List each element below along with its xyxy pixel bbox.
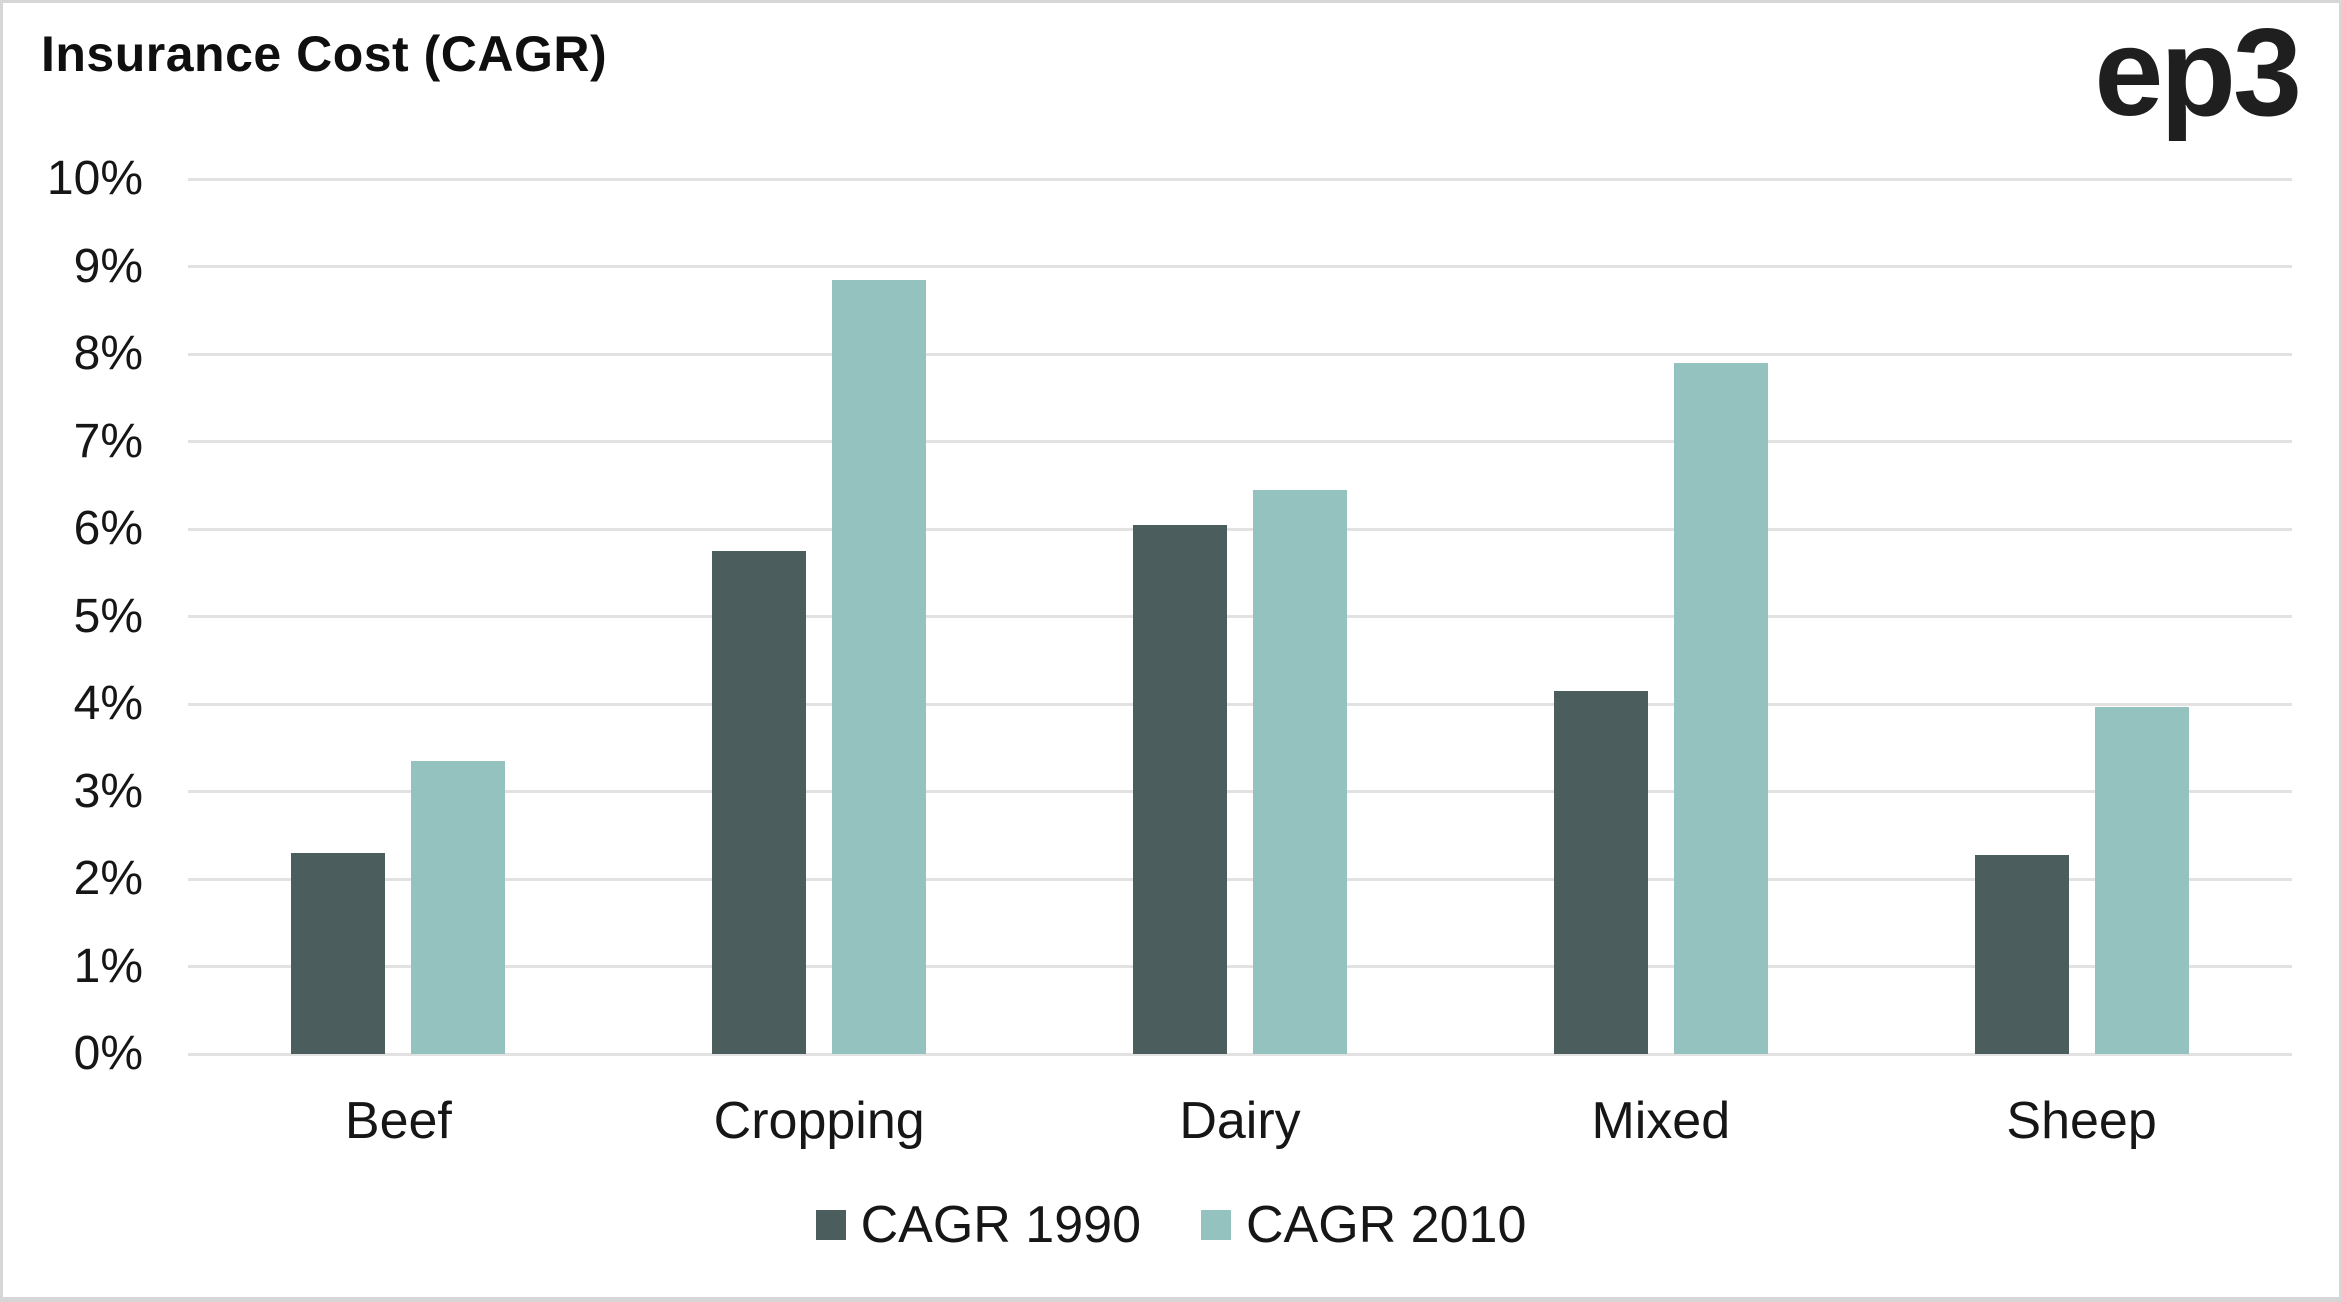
ep3-logo: ep3 [2094,4,2302,142]
legend: CAGR 1990 CAGR 2010 [3,1199,2339,1251]
gridline-10pct [188,177,2292,181]
legend-item-cagr-2010: CAGR 2010 [1201,1199,1526,1251]
x-axis-category-label-sheep: Sheep [2006,1092,2157,1150]
bar-cagr-1990-mixed [1553,690,1648,1054]
legend-label-cagr-2010: CAGR 2010 [1246,1196,1527,1254]
gridline-8pct [188,352,2292,356]
gridline-7pct [188,440,2292,443]
y-axis-tick-label: 3% [73,764,143,818]
y-axis-tick-label: 10% [46,152,143,205]
gridline-2pct [188,877,2292,881]
legend-item-cagr-1990: CAGR 1990 [815,1196,1141,1254]
bar-cagr-2010-mixed [1673,362,1768,1054]
y-axis-tick-label: 9% [73,239,143,293]
gridline-4pct [188,702,2292,706]
gridline-3pct [188,790,2292,793]
x-axis-category-label-dairy: Dairy [1179,1092,1301,1150]
legend-swatch-cagr-1990 [815,1210,846,1240]
y-axis-tick-label: 8% [73,327,143,380]
bar-cagr-1990-dairy [1133,524,1227,1054]
x-axis-category-label-beef: Beef [344,1092,452,1150]
y-axis-tick-label: 1% [73,939,143,993]
gridline-6pct [188,527,2292,531]
gridline-0pct [188,1052,2292,1056]
bar-cagr-1990-cropping [712,550,807,1054]
plot-area: 10% 9% 8% 7% 6% 5% 4% 3% 2% 1% 0% Beef Cropping Dairy… [3,3,2339,1297]
y-axis-tick-label: 6% [73,502,143,555]
bar-cagr-2010-sheep [2094,706,2189,1054]
gridline-5pct [188,615,2292,618]
y-axis-tick-label: 2% [73,852,143,905]
bar-cagr-2010-cropping [832,279,927,1054]
bar-cagr-1990-sheep [1974,854,2069,1054]
y-axis-tick-label: 0% [73,1027,143,1080]
y-axis-tick-label: 7% [73,414,143,468]
x-axis-category-label-cropping: Cropping [713,1092,925,1150]
y-axis-tick-label: 4% [73,677,143,730]
x-axis-category-label-mixed: Mixed [1591,1092,1731,1150]
chart-title: Insurance Cost (CAGR) [41,26,608,82]
y-axis-tick-label: 5% [73,589,143,643]
bar-cagr-1990-beef [291,852,386,1054]
bar-cagr-2010-dairy [1253,489,1347,1054]
legend-swatch-cagr-2010 [1201,1210,1231,1240]
legend-label-cagr-1990: CAGR 1990 [860,1196,1141,1254]
gridline-1pct [188,965,2292,968]
gridline-9pct [188,265,2292,268]
bar-cagr-2010-beef [411,760,506,1054]
